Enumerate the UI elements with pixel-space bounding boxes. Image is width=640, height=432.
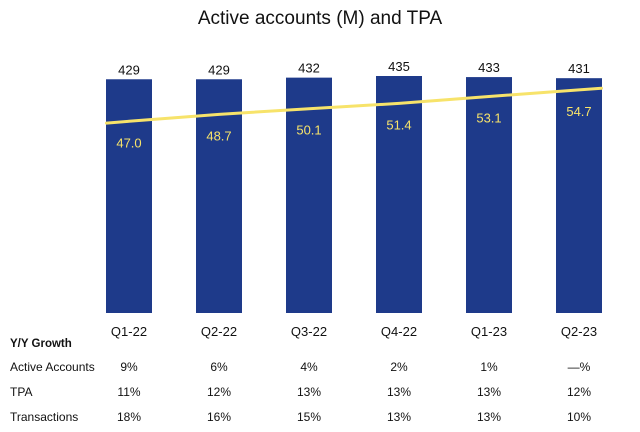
tpa-value-label: 50.1 <box>296 123 321 138</box>
bar-q2-22 <box>196 79 242 313</box>
growth-cell: 16% <box>206 410 232 424</box>
tpa-value-label: 53.1 <box>476 110 501 125</box>
growth-cell: 2% <box>390 360 408 374</box>
tpa-value-label: 48.7 <box>206 128 231 143</box>
bar-value-label: 429 <box>208 62 230 77</box>
growth-cell: 13% <box>386 385 412 399</box>
growth-row-label: Transactions <box>10 410 79 424</box>
growth-cell: 11% <box>117 385 141 399</box>
bar-q2-23 <box>556 78 602 313</box>
growth-cell: 13% <box>476 385 502 399</box>
growth-cell: 13% <box>386 410 412 424</box>
growth-table-header: Y/Y Growth <box>10 338 72 350</box>
tpa-value-label: 47.0 <box>116 135 141 150</box>
bar-q4-22 <box>376 76 422 313</box>
x-tick-label: Q2-23 <box>561 324 597 339</box>
chart-title: Active accounts (M) and TPA <box>197 8 443 29</box>
tpa-value-label: 54.7 <box>566 104 591 119</box>
x-tick-label: Q4-22 <box>381 324 417 339</box>
growth-cell: 15% <box>296 410 322 424</box>
growth-cell: 10% <box>566 410 592 424</box>
growth-row: TPA 11% 12% 13% 13% 13% 12% <box>0 385 640 407</box>
growth-cell: 13% <box>476 410 502 424</box>
bar-q3-22 <box>286 77 332 313</box>
growth-row-label: Active Accounts <box>10 360 95 374</box>
growth-cell: 12% <box>566 385 592 399</box>
growth-row: Transactions 18% 16% 15% 13% 13% 10% <box>0 410 640 432</box>
chart-plot: 429 Q1-22 429 Q2-22 432 Q3-22 435 Q4-22 433 Q1-23… <box>105 59 603 339</box>
x-tick-label: Q1-23 <box>471 324 507 339</box>
bar-value-label: 435 <box>388 59 410 74</box>
bar-value-label: 432 <box>298 61 320 76</box>
growth-table: Y/Y Growth Active Accounts 9% 6% 4% 2% 1% —% TP… <box>0 338 640 431</box>
growth-cell: 4% <box>300 360 318 374</box>
growth-row-label: TPA <box>10 385 33 399</box>
growth-cell: 6% <box>210 360 228 374</box>
growth-row: Active Accounts 9% 6% 4% 2% 1% —% <box>0 360 640 382</box>
growth-cell: 13% <box>296 385 322 399</box>
bar-q1-22 <box>106 79 152 313</box>
growth-cell: 18% <box>116 410 142 424</box>
bar-q1-23 <box>466 77 512 313</box>
growth-cell: —% <box>567 360 591 374</box>
x-tick-label: Q1-22 <box>111 324 147 339</box>
x-tick-label: Q3-22 <box>291 324 327 339</box>
bar-value-label: 429 <box>118 62 140 77</box>
tpa-line <box>105 86 603 125</box>
growth-cell: 12% <box>206 385 232 399</box>
growth-cell: 1% <box>480 360 498 374</box>
bar-value-label: 431 <box>568 61 590 76</box>
tpa-value-label: 51.4 <box>386 117 411 132</box>
bar-value-label: 433 <box>478 60 500 75</box>
growth-cell: 9% <box>120 360 138 374</box>
x-tick-label: Q2-22 <box>201 324 237 339</box>
